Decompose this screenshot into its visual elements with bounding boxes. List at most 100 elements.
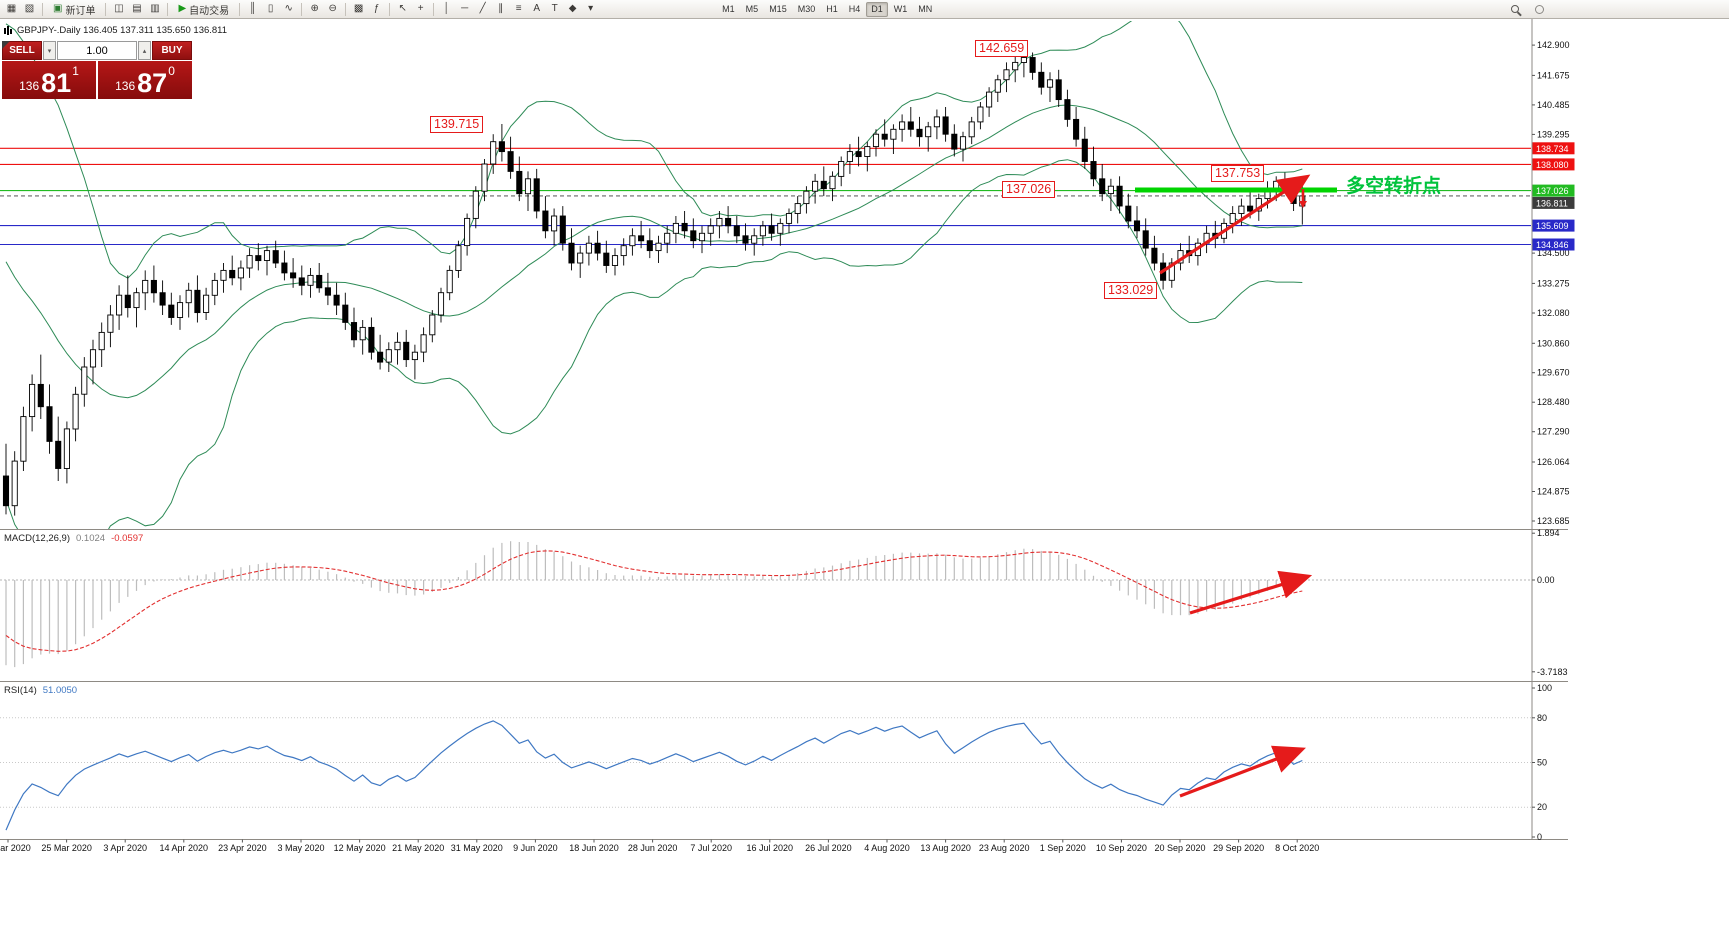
arrows-dropdown-icon: ▾: [588, 3, 594, 14]
autotrading-button[interactable]: ▶ 自动交易: [172, 1, 235, 17]
price-callout-137.753[interactable]: 137.753: [1211, 165, 1265, 182]
trend-arrow-main[interactable]: [1159, 174, 1311, 275]
sell-arrow-marker[interactable]: [1299, 189, 1307, 208]
candlestick-chart-button[interactable]: ▯: [262, 1, 279, 17]
trend-arrow-rsi[interactable]: [1179, 745, 1306, 798]
shapes-button[interactable]: ◆: [564, 1, 581, 17]
new-chart-button[interactable]: ▦: [3, 1, 20, 17]
price-tag-134.846: 134.846: [1532, 238, 1575, 251]
price-tag-138.734: 138.734: [1532, 142, 1575, 155]
terminal-icon: ▥: [150, 3, 160, 14]
timeframe-d1-button[interactable]: D1: [866, 1, 888, 17]
auto-arrange-button[interactable]: ▩: [350, 1, 367, 17]
search-button[interactable]: [1506, 1, 1523, 17]
sell-button[interactable]: SELL: [2, 41, 42, 60]
terminal-button[interactable]: ▥: [146, 1, 163, 17]
price-callout-133.029[interactable]: 133.029: [1104, 282, 1158, 299]
timeframe-h1-button[interactable]: H1: [826, 4, 838, 14]
text-label-button[interactable]: T: [546, 1, 563, 17]
zoom-in-button[interactable]: ⊕: [306, 1, 323, 17]
channel-icon: ∥: [498, 3, 504, 14]
macd-signal-line: [5, 550, 1303, 652]
price-callout-142.659[interactable]: 142.659: [975, 40, 1029, 57]
timeframe-h4-button[interactable]: H4: [848, 4, 861, 14]
timeframe-w1-button[interactable]: W1: [893, 4, 908, 14]
sell-price-prefix: 136: [19, 79, 40, 93]
rsi-value: 51.0050: [42, 685, 78, 696]
rsi-axis-tick: 80: [1537, 713, 1547, 723]
toolbar-separator: [239, 2, 241, 16]
timeframe-m1-button[interactable]: M1: [722, 4, 735, 14]
crosshair-button[interactable]: +: [412, 1, 429, 17]
macd-histogram: [5, 541, 1303, 668]
price-chart-svg[interactable]: 142.900 141.675 140.485 139.295 134.500 133.2…: [0, 19, 1729, 948]
channel-button[interactable]: ∥: [492, 1, 509, 17]
timeframe-m30-button[interactable]: M30: [797, 4, 816, 14]
one-click-collapse-button[interactable]: [2, 41, 10, 49]
toolbar-main: ▦ ▧ ▣ 新订单 ◫ ▤ ▥ ▶ 自动交易 ║ ▯ ∿ ⊕ ⊖ ▩ ƒ ↖ + │ ─ ╱ ∥ ≡ A T ◆ ▾: [3, 1, 599, 17]
price-axis-tick: 126.064: [1537, 457, 1570, 467]
horizontal-line-button[interactable]: ─: [456, 1, 473, 17]
turning-point-label[interactable]: 多空转折点: [1346, 176, 1442, 197]
community-button[interactable]: [1531, 1, 1548, 17]
price-tag-135.609: 135.609: [1532, 219, 1575, 232]
candlestick-chart-icon: ▯: [267, 3, 274, 14]
indicators-button[interactable]: ƒ: [368, 1, 385, 17]
date-label: 28 Jun 2020: [628, 843, 678, 853]
indicators-icon: ƒ: [373, 3, 380, 14]
timeframe-mn-button[interactable]: MN: [918, 4, 933, 14]
text-button[interactable]: A: [528, 1, 545, 17]
fibonacci-icon: ≡: [515, 3, 522, 14]
toolbar-separator: [389, 2, 391, 16]
timeframe-m15-button[interactable]: M15: [769, 4, 787, 14]
price-callout-137.026[interactable]: 137.026: [1002, 181, 1056, 198]
sell-price-sup: 1: [72, 64, 79, 78]
toolbar-separator: [167, 2, 169, 16]
svg-text:136.811: 136.811: [1536, 198, 1568, 208]
trend-arrow-macd[interactable]: [1189, 570, 1313, 615]
rsi-axis-tick: 0: [1537, 832, 1542, 842]
data-window-button[interactable]: ▤: [128, 1, 145, 17]
buy-price-display[interactable]: 136 87 0: [98, 61, 192, 99]
price-tag-136.811: 136.811: [1532, 196, 1575, 209]
price-axis-tick: 139.295: [1537, 129, 1570, 139]
timeframe-m5-button[interactable]: M5: [745, 4, 759, 14]
zoom-out-button[interactable]: ⊖: [324, 1, 341, 17]
rsi-axis-tick: 50: [1537, 758, 1547, 768]
fibonacci-button[interactable]: ≡: [510, 1, 527, 17]
toolbar-separator: [105, 2, 107, 16]
price-callout-139.715[interactable]: 139.715: [430, 116, 484, 133]
toolbar: ▦ ▧ ▣ 新订单 ◫ ▤ ▥ ▶ 自动交易 ║ ▯ ∿ ⊕ ⊖ ▩ ƒ ↖ + │ ─ ╱ ∥ ≡ A T ◆ ▾ M1 M5 M15…: [0, 0, 1729, 19]
cursor-button[interactable]: ↖: [394, 1, 411, 17]
bar-chart-button[interactable]: ║: [244, 1, 261, 17]
buy-button[interactable]: BUY: [152, 41, 192, 60]
chart-window[interactable]: 142.900 141.675 140.485 139.295 134.500 133.2…: [0, 19, 1729, 948]
bollinger-lower-band: [5, 159, 1303, 530]
buy-price-big: 87: [137, 68, 168, 99]
new-order-button[interactable]: ▣ 新订单: [47, 1, 101, 17]
profiles-button[interactable]: ▧: [21, 1, 38, 17]
text-icon: A: [533, 3, 540, 14]
line-chart-button[interactable]: ∿: [280, 1, 297, 17]
market-watch-icon: ◫: [114, 3, 124, 14]
market-watch-button[interactable]: ◫: [110, 1, 127, 17]
toolbar-separator: [301, 2, 303, 16]
new-order-icon: ▣: [53, 3, 63, 14]
rsi-label: RSI(14) 51.0050: [4, 685, 77, 696]
volume-decrease-button[interactable]: ▾: [43, 41, 56, 60]
arrows-dropdown-button[interactable]: ▾: [582, 1, 599, 17]
volume-input[interactable]: [57, 41, 137, 60]
price-axis-tick: 123.685: [1537, 516, 1570, 526]
volume-increase-button[interactable]: ▴: [138, 41, 151, 60]
date-label: 31 May 2020: [451, 843, 503, 853]
trendline-button[interactable]: ╱: [474, 1, 491, 17]
sell-price-display[interactable]: 136 81 1: [2, 61, 96, 99]
bollinger-upper-band: [5, 21, 1303, 279]
macd-name: MACD(12,26,9): [4, 533, 70, 544]
candles-layer: [2, 51, 1306, 516]
line-chart-icon: ∿: [284, 3, 293, 14]
macd-main-value: 0.1024: [76, 533, 106, 544]
vertical-line-button[interactable]: │: [438, 1, 455, 17]
rsi-axis-tick: 100: [1537, 683, 1552, 693]
